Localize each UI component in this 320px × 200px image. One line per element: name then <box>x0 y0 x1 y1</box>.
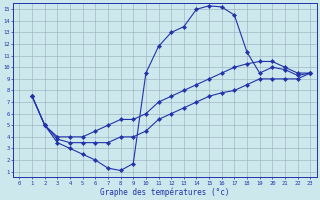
X-axis label: Graphe des températures (°c): Graphe des températures (°c) <box>100 187 229 197</box>
